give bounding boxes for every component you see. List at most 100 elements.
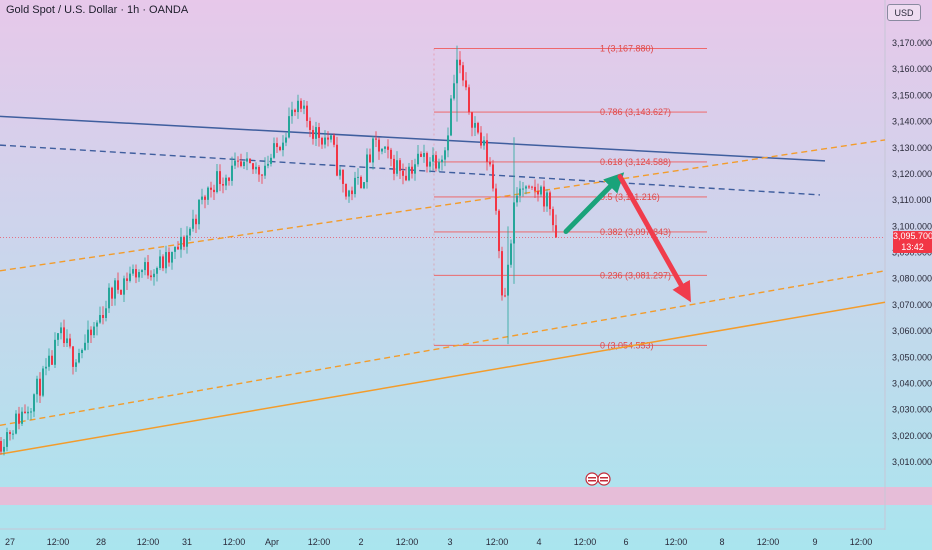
candle-up [216,171,218,193]
trendline-orange-solid [0,301,886,455]
candle-up [267,163,269,166]
candle-up [297,100,299,113]
y-tick-label: 3,030.000 [892,405,932,415]
candle-up [156,267,158,274]
candle-down [399,160,401,171]
candle-down [162,256,164,269]
candle-up [441,159,443,163]
candle-up [255,166,257,170]
candle-up [225,177,227,186]
candle-down [504,295,506,297]
candle-down [306,105,308,121]
candle-down [321,137,323,145]
us-flag-icon[interactable] [597,472,611,486]
candle-down [177,246,179,250]
last-price-value: 3,095.700 [893,231,932,241]
flag-stripe [588,477,596,479]
candle-down [411,166,413,174]
candle-up [201,196,203,200]
x-tick-label: 12:00 [308,537,331,547]
candle-up [303,105,305,109]
x-tick-label: 9 [812,537,817,547]
candle-up [60,327,62,334]
candle-up [231,165,233,181]
candle-up [453,83,455,99]
candle-up [408,166,410,181]
candle-up [510,243,512,265]
x-tick-label: 2 [358,537,363,547]
candle-up [171,251,173,263]
candle-down [480,132,482,146]
candle-down [351,190,353,195]
candle-up [78,353,80,363]
candle-down [90,329,92,336]
candle-down [336,144,338,176]
candle-up [519,188,521,196]
candle-down [276,143,278,148]
candle-up [99,315,101,323]
candle-up [198,199,200,225]
x-tick-label: 12:00 [574,537,597,547]
candle-down [420,153,422,157]
candle-down [459,59,461,66]
x-tick-label: 12:00 [850,537,873,547]
y-tick-label: 3,160.000 [892,64,932,74]
trendline-blue-solid [0,115,826,162]
candle-up [330,135,332,140]
candle-down [150,275,152,278]
last-price-badge: 3,095.700 13:42 [893,231,932,253]
y-tick-label: 3,140.000 [892,117,932,127]
x-tick-label: 12:00 [137,537,160,547]
candle-up [348,190,350,197]
candle-up [432,155,434,162]
candle-up [270,157,272,164]
candle-down [213,189,215,193]
candle-up [474,122,476,128]
flag-stripe [600,480,608,482]
candle-down [249,158,251,164]
candle-down [462,65,464,81]
x-tick-label: 6 [623,537,628,547]
candle-down [222,184,224,186]
candle-down [471,112,473,128]
us-flag-icon[interactable] [585,472,599,486]
x-tick-label: 28 [96,537,106,547]
y-tick-label: 3,130.000 [892,143,932,153]
candle-down [309,120,311,130]
candle-down [252,163,254,170]
candle-up [174,246,176,252]
candle-down [135,269,137,278]
candle-up [363,182,365,189]
flag-stripe [600,477,608,479]
candle-up [444,150,446,160]
fib-level-label: 0.236 (3,081.297) [600,270,671,280]
candle-up [33,394,35,412]
candle-down [375,138,377,140]
x-tick-label: 31 [182,537,192,547]
y-tick-label: 3,070.000 [892,300,932,310]
candle-up [6,432,8,447]
candle-down [555,225,557,238]
candle-up [483,140,485,146]
forecast-arrow-up [563,172,625,235]
candle-down [531,186,533,188]
candle-up [384,146,386,149]
candle-down [258,166,260,175]
candle-down [51,355,53,365]
candle-down [63,327,65,344]
candle-up [96,322,98,327]
candle-down [528,186,530,188]
candle-up [57,333,59,340]
candle-down [18,413,20,424]
candle-down [183,236,185,247]
currency-button[interactable]: USD [887,4,921,21]
candle-down [390,149,392,159]
flag-stripe [588,480,596,482]
candle-down [240,161,242,167]
candle-up [207,187,209,200]
candle-down [477,122,479,133]
candle-up [3,446,5,452]
candle-up [357,176,359,178]
